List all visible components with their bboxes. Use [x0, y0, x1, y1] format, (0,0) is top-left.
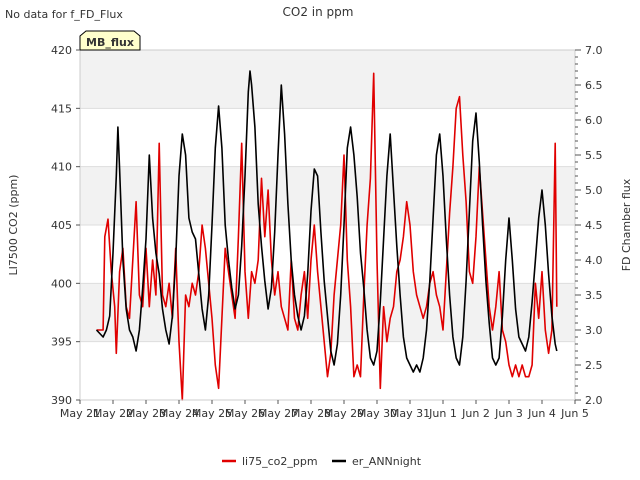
left-tick-label: 410 — [51, 161, 72, 174]
left-tick-label: 395 — [51, 336, 72, 349]
x-tick-label: Jun 2 — [461, 407, 490, 420]
x-tick-label: May 27 — [258, 407, 298, 420]
x-tick-label: May 26 — [225, 407, 265, 420]
legend: li75_co2_ppm er_ANNnight — [222, 455, 422, 468]
x-tick-label: May 29 — [324, 407, 364, 420]
x-tick-label: Jun 5 — [560, 407, 589, 420]
right-axis-label: FD Chamber flux — [620, 178, 633, 271]
legend-label-er_ANNnight: er_ANNnight — [352, 455, 422, 468]
left-tick-label: 390 — [51, 394, 72, 407]
badge-label: MB_flux — [86, 36, 134, 49]
x-tick-label: May 21 — [60, 407, 100, 420]
x-tick-label: May 22 — [93, 407, 133, 420]
chart-title: CO2 in ppm — [283, 5, 354, 19]
series-line-li75_co2_ppm — [96, 72, 558, 401]
band — [80, 166, 575, 225]
band — [80, 50, 575, 109]
x-tick-label: May 25 — [192, 407, 232, 420]
x-tick-label: May 30 — [357, 407, 397, 420]
x-tick-label: May 28 — [291, 407, 331, 420]
right-tick-label: 2.0 — [585, 394, 603, 407]
x-tick-label: May 24 — [159, 407, 199, 420]
left-tick-label: 400 — [51, 277, 72, 290]
left-tick-label: 405 — [51, 219, 72, 232]
left-tick-label: 420 — [51, 44, 72, 57]
x-tick-label: Jun 3 — [494, 407, 523, 420]
right-tick-label: 6.0 — [585, 114, 603, 127]
left-axis-label: LI7500 CO2 (ppm) — [7, 175, 20, 276]
right-tick-label: 4.5 — [585, 219, 603, 232]
right-tick-label: 5.5 — [585, 149, 603, 162]
right-tick-label: 6.5 — [585, 79, 603, 92]
right-tick-label: 3.5 — [585, 289, 603, 302]
left-tick-label: 415 — [51, 102, 72, 115]
series-line-er_ANNnight — [95, 70, 558, 373]
x-tick-label: May 31 — [390, 407, 430, 420]
badge: MB_flux — [79, 30, 141, 51]
right-tick-label: 2.5 — [585, 359, 603, 372]
x-tick-label: Jun 4 — [527, 407, 556, 420]
right-tick-label: 7.0 — [585, 44, 603, 57]
right-tick-label: 4.0 — [585, 254, 603, 267]
right-tick-label: 3.0 — [585, 324, 603, 337]
no-data-note: No data for f_FD_Flux — [5, 8, 123, 21]
x-tick-label: May 23 — [126, 407, 166, 420]
legend-label-li75_co2_ppm: li75_co2_ppm — [242, 455, 318, 468]
x-tick-label: Jun 1 — [428, 407, 457, 420]
right-tick-label: 5.0 — [585, 184, 603, 197]
